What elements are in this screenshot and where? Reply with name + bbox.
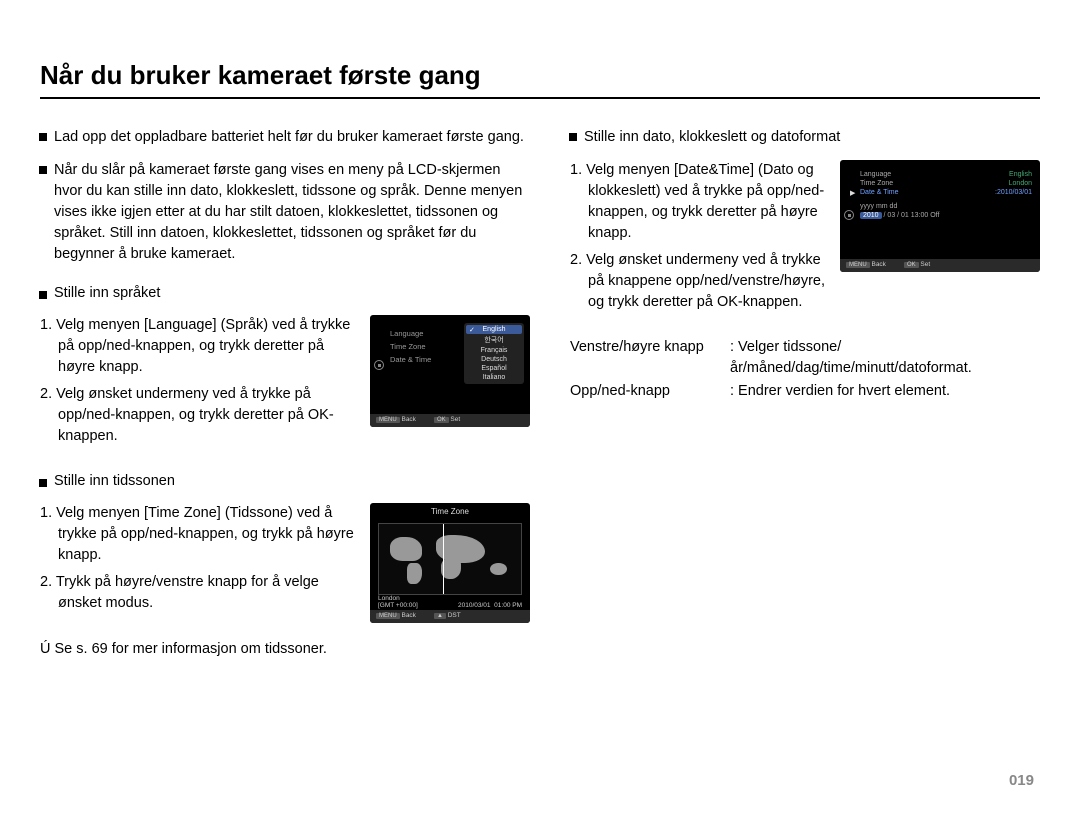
tz-steps: 1. Velg menyen [Time Zone] (Tidssone) ve…	[40, 503, 358, 623]
dt-row: yyyy mm dd	[840, 197, 1040, 211]
tz-note: Ú Se s. 69 for mer informasjon om tidsso…	[40, 641, 530, 657]
dt-step-2: 2. Velg ønsket undermeny ved å trykke på…	[570, 250, 828, 313]
lang-section: 1. Velg menyen [Language] (Språk) ved å …	[40, 315, 530, 453]
menu-tag: MENU	[376, 613, 400, 619]
lcd-lang-option: Français	[464, 346, 524, 355]
dt-row: Time ZoneLondon	[840, 179, 1040, 188]
tz-info-row: London[GMT +00:00] 2010/03/01 01:00 PM	[378, 595, 522, 609]
kv-row: Opp/ned-knapp : Endrer verdien for hvert…	[570, 381, 1040, 402]
lang-steps: 1. Velg menyen [Language] (Språk) ved å …	[40, 315, 358, 453]
ok-tag: OK	[904, 262, 919, 268]
lcd-lang-option: Italiano	[464, 373, 524, 382]
lang-heading: Stille inn språket	[40, 285, 530, 301]
lcd-menu-item: Date & Time	[390, 353, 431, 366]
menu-tag: MENU	[846, 262, 870, 268]
lcd-footer: MENU Back OK Set	[840, 259, 1040, 272]
page-title: Når du bruker kameraet første gang	[40, 60, 1040, 99]
dt-steps: 1. Velg menyen [Date&Time] (Dato og klok…	[570, 160, 828, 319]
content-columns: Lad opp det oppladbare batteriet helt fø…	[40, 127, 1040, 669]
lcd-lang-option: 한국어	[464, 334, 524, 346]
kv-label: Venstre/høyre knapp	[570, 337, 730, 379]
intro-para-1: Lad opp det oppladbare batteriet helt fø…	[40, 127, 530, 148]
kv-label: Opp/ned-knapp	[570, 381, 730, 402]
dt-section: 1. Velg menyen [Date&Time] (Dato og klok…	[570, 160, 1040, 319]
lcd-datetime-screenshot: LanguageEnglish Time ZoneLondon ▶Date & …	[840, 160, 1040, 272]
page-number: 019	[1009, 772, 1034, 789]
lcd-menu-item: Time Zone	[390, 340, 431, 353]
dt-heading: Stille inn dato, klokkeslett og datoform…	[570, 127, 1040, 148]
lcd-menu-item: Language	[390, 327, 431, 340]
arrow-right-icon: ▶	[850, 189, 855, 197]
dst-tag: ▲	[434, 613, 446, 619]
dt-row: 2010 / 03 / 01 13:00 Off	[840, 211, 1040, 220]
lcd-language-screenshot: Language Time Zone Date & Time ✓English …	[370, 315, 530, 427]
lcd-lang-option: Español	[464, 364, 524, 373]
intro-para-2: Når du slår på kameraet første gang vise…	[40, 160, 530, 265]
tz-heading: Stille inn tidssonen	[40, 473, 530, 489]
world-map-icon	[378, 523, 522, 595]
lang-step-2: 2. Velg ønsket undermeny ved å trykke på…	[40, 384, 358, 447]
dt-row: ▶Date & Time:2010/03/01	[840, 188, 1040, 197]
lcd-lang-options: ✓English 한국어 Français Deutsch Español It…	[464, 323, 524, 384]
tz-lcd-title: Time Zone	[370, 507, 530, 516]
menu-tag: MENU	[376, 417, 400, 423]
lcd-menu-list: Language Time Zone Date & Time	[390, 327, 431, 366]
lang-step-1: 1. Velg menyen [Language] (Språk) ved å …	[40, 315, 358, 378]
tz-step-1: 1. Velg menyen [Time Zone] (Tidssone) ve…	[40, 503, 358, 566]
lcd-timezone-screenshot: Time Zone London[GMT +00:00] 2010/03/01 …	[370, 503, 530, 623]
kv-row: Venstre/høyre knapp : Velger tidssone/år…	[570, 337, 1040, 379]
lcd-lang-option: ✓English	[466, 325, 522, 334]
gear-icon	[374, 360, 384, 370]
ok-tag: OK	[434, 417, 449, 423]
left-column: Lad opp det oppladbare batteriet helt fø…	[40, 127, 530, 669]
lcd-lang-option: Deutsch	[464, 355, 524, 364]
kv-value: : Endrer verdien for hvert element.	[730, 381, 1040, 402]
tz-step-2: 2. Trykk på høyre/venstre knapp for å ve…	[40, 572, 358, 614]
right-column: Stille inn dato, klokkeslett og datoform…	[570, 127, 1040, 669]
lcd-footer: MENU Back OK Set	[370, 414, 530, 427]
dt-row: LanguageEnglish	[840, 170, 1040, 179]
tz-section: 1. Velg menyen [Time Zone] (Tidssone) ve…	[40, 503, 530, 623]
gear-icon	[844, 210, 854, 220]
kv-value: : Velger tidssone/år/måned/dag/time/minu…	[730, 337, 1040, 379]
dt-step-1: 1. Velg menyen [Date&Time] (Dato og klok…	[570, 160, 828, 244]
lcd-footer: MENU Back ▲ DST	[370, 610, 530, 623]
